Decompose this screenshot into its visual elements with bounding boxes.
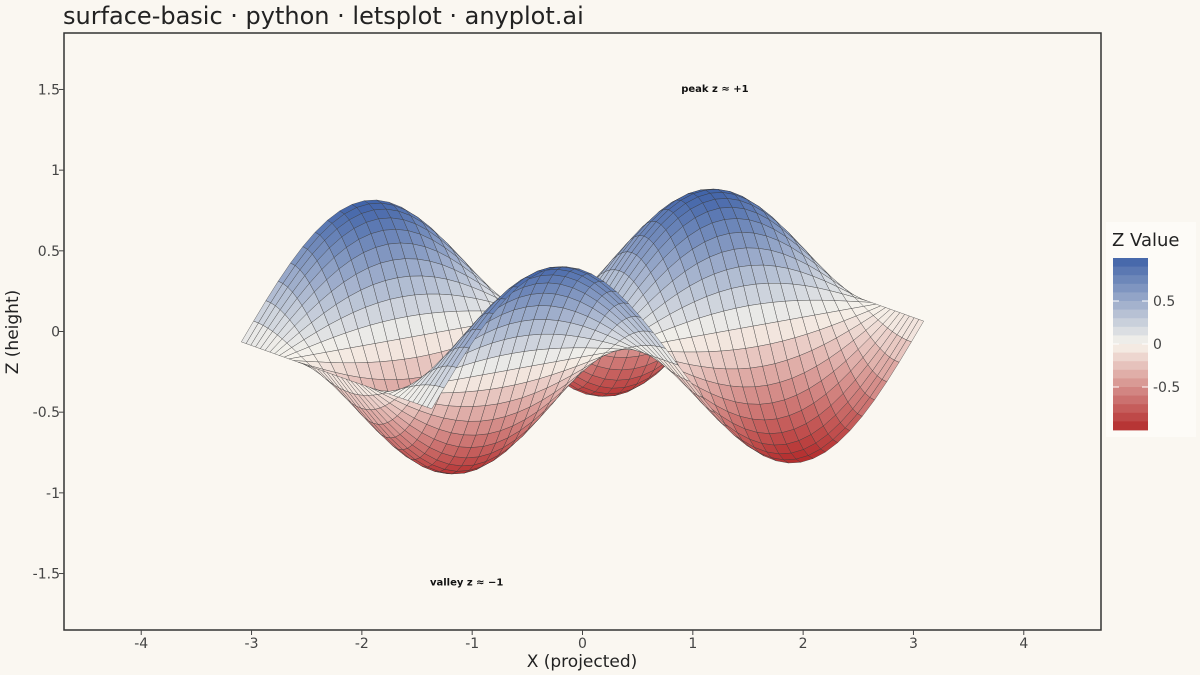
legend-swatch bbox=[1113, 335, 1148, 345]
legend-swatch bbox=[1113, 421, 1148, 431]
x-axis-ticks: -4 -3 -2 -1 0 1 2 3 4 bbox=[134, 630, 1028, 652]
legend-swatch bbox=[1113, 326, 1148, 336]
legend-swatch bbox=[1113, 387, 1148, 396]
legend-tick-label: 0 bbox=[1153, 337, 1162, 353]
legend-swatch bbox=[1113, 361, 1148, 371]
x-tick-label: -1 bbox=[465, 636, 479, 652]
legend-swatch bbox=[1113, 352, 1148, 362]
legend-colorbar bbox=[1113, 258, 1148, 431]
y-tick-label: 0.5 bbox=[38, 244, 60, 260]
color-legend: Z Value 0.5 0 -0.5 bbox=[1106, 222, 1196, 437]
x-tick-label: 3 bbox=[909, 636, 918, 652]
legend-swatch bbox=[1113, 275, 1148, 285]
x-tick-label: -3 bbox=[245, 636, 259, 652]
legend-swatch bbox=[1113, 292, 1148, 302]
legend-swatch bbox=[1113, 283, 1148, 293]
x-axis-title: X (projected) bbox=[527, 652, 638, 672]
x-tick-label: 2 bbox=[799, 636, 808, 652]
legend-swatch bbox=[1113, 309, 1148, 319]
legend-tick-label: -0.5 bbox=[1153, 380, 1180, 396]
legend-swatch bbox=[1113, 344, 1148, 353]
legend-swatch bbox=[1113, 258, 1148, 267]
plot-area bbox=[63, 32, 1102, 631]
legend-swatch bbox=[1113, 318, 1148, 328]
y-axis-ticks: -1.5 -1 -0.5 0 0.5 1 1.5 bbox=[33, 82, 64, 583]
legend-swatch bbox=[1113, 395, 1148, 405]
valley-annotation: valley z ≈ −1 bbox=[430, 578, 503, 589]
legend-swatch bbox=[1113, 301, 1148, 310]
x-tick-label: -2 bbox=[355, 636, 369, 652]
legend-swatch bbox=[1113, 404, 1148, 414]
annotations: peak z ≈ +1 valley z ≈ −1 bbox=[430, 84, 749, 589]
legend-ticks: 0.5 0 -0.5 bbox=[1113, 294, 1180, 396]
chart-title: surface-basic · python · letsplot · anyp… bbox=[63, 2, 584, 30]
y-tick-label: -1.5 bbox=[33, 567, 60, 583]
peak-annotation: peak z ≈ +1 bbox=[681, 84, 748, 95]
x-tick-label: 1 bbox=[688, 636, 697, 652]
surface-cell bbox=[426, 386, 445, 410]
y-tick-label: -1 bbox=[46, 486, 60, 502]
x-tick-label: 4 bbox=[1019, 636, 1028, 652]
y-tick-label: -0.5 bbox=[33, 405, 60, 421]
y-tick-label: 1.5 bbox=[38, 82, 60, 98]
legend-swatch bbox=[1113, 369, 1148, 379]
legend-swatch bbox=[1113, 412, 1148, 422]
legend-title: Z Value bbox=[1112, 230, 1179, 251]
x-tick-label: 0 bbox=[578, 636, 587, 652]
y-tick-label: 1 bbox=[51, 163, 60, 179]
legend-tick-label: 0.5 bbox=[1153, 294, 1175, 310]
legend-swatch bbox=[1113, 378, 1148, 388]
surface-mesh bbox=[240, 188, 925, 475]
legend-swatch bbox=[1113, 266, 1148, 276]
y-tick-label: 0 bbox=[51, 325, 60, 341]
x-tick-label: -4 bbox=[134, 636, 148, 652]
y-axis-title: Z (height) bbox=[3, 290, 23, 375]
